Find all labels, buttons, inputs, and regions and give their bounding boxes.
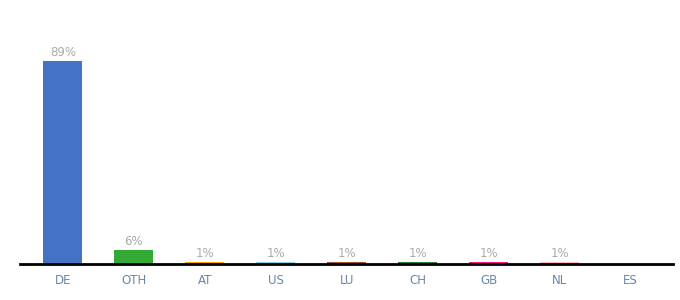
Text: 1%: 1% bbox=[337, 247, 356, 260]
Text: 89%: 89% bbox=[50, 46, 76, 59]
Bar bbox=[44, 61, 82, 264]
Bar bbox=[469, 262, 508, 264]
Bar bbox=[611, 263, 650, 264]
Text: 1%: 1% bbox=[196, 247, 214, 260]
Bar bbox=[327, 262, 367, 264]
Text: 1%: 1% bbox=[409, 247, 427, 260]
Bar bbox=[540, 262, 579, 264]
Bar bbox=[398, 262, 437, 264]
Text: 1%: 1% bbox=[267, 247, 285, 260]
Bar bbox=[256, 262, 295, 264]
Bar bbox=[114, 250, 154, 264]
Text: 6%: 6% bbox=[124, 236, 143, 248]
Bar bbox=[186, 262, 224, 264]
Text: 1%: 1% bbox=[479, 247, 498, 260]
Text: 1%: 1% bbox=[550, 247, 569, 260]
